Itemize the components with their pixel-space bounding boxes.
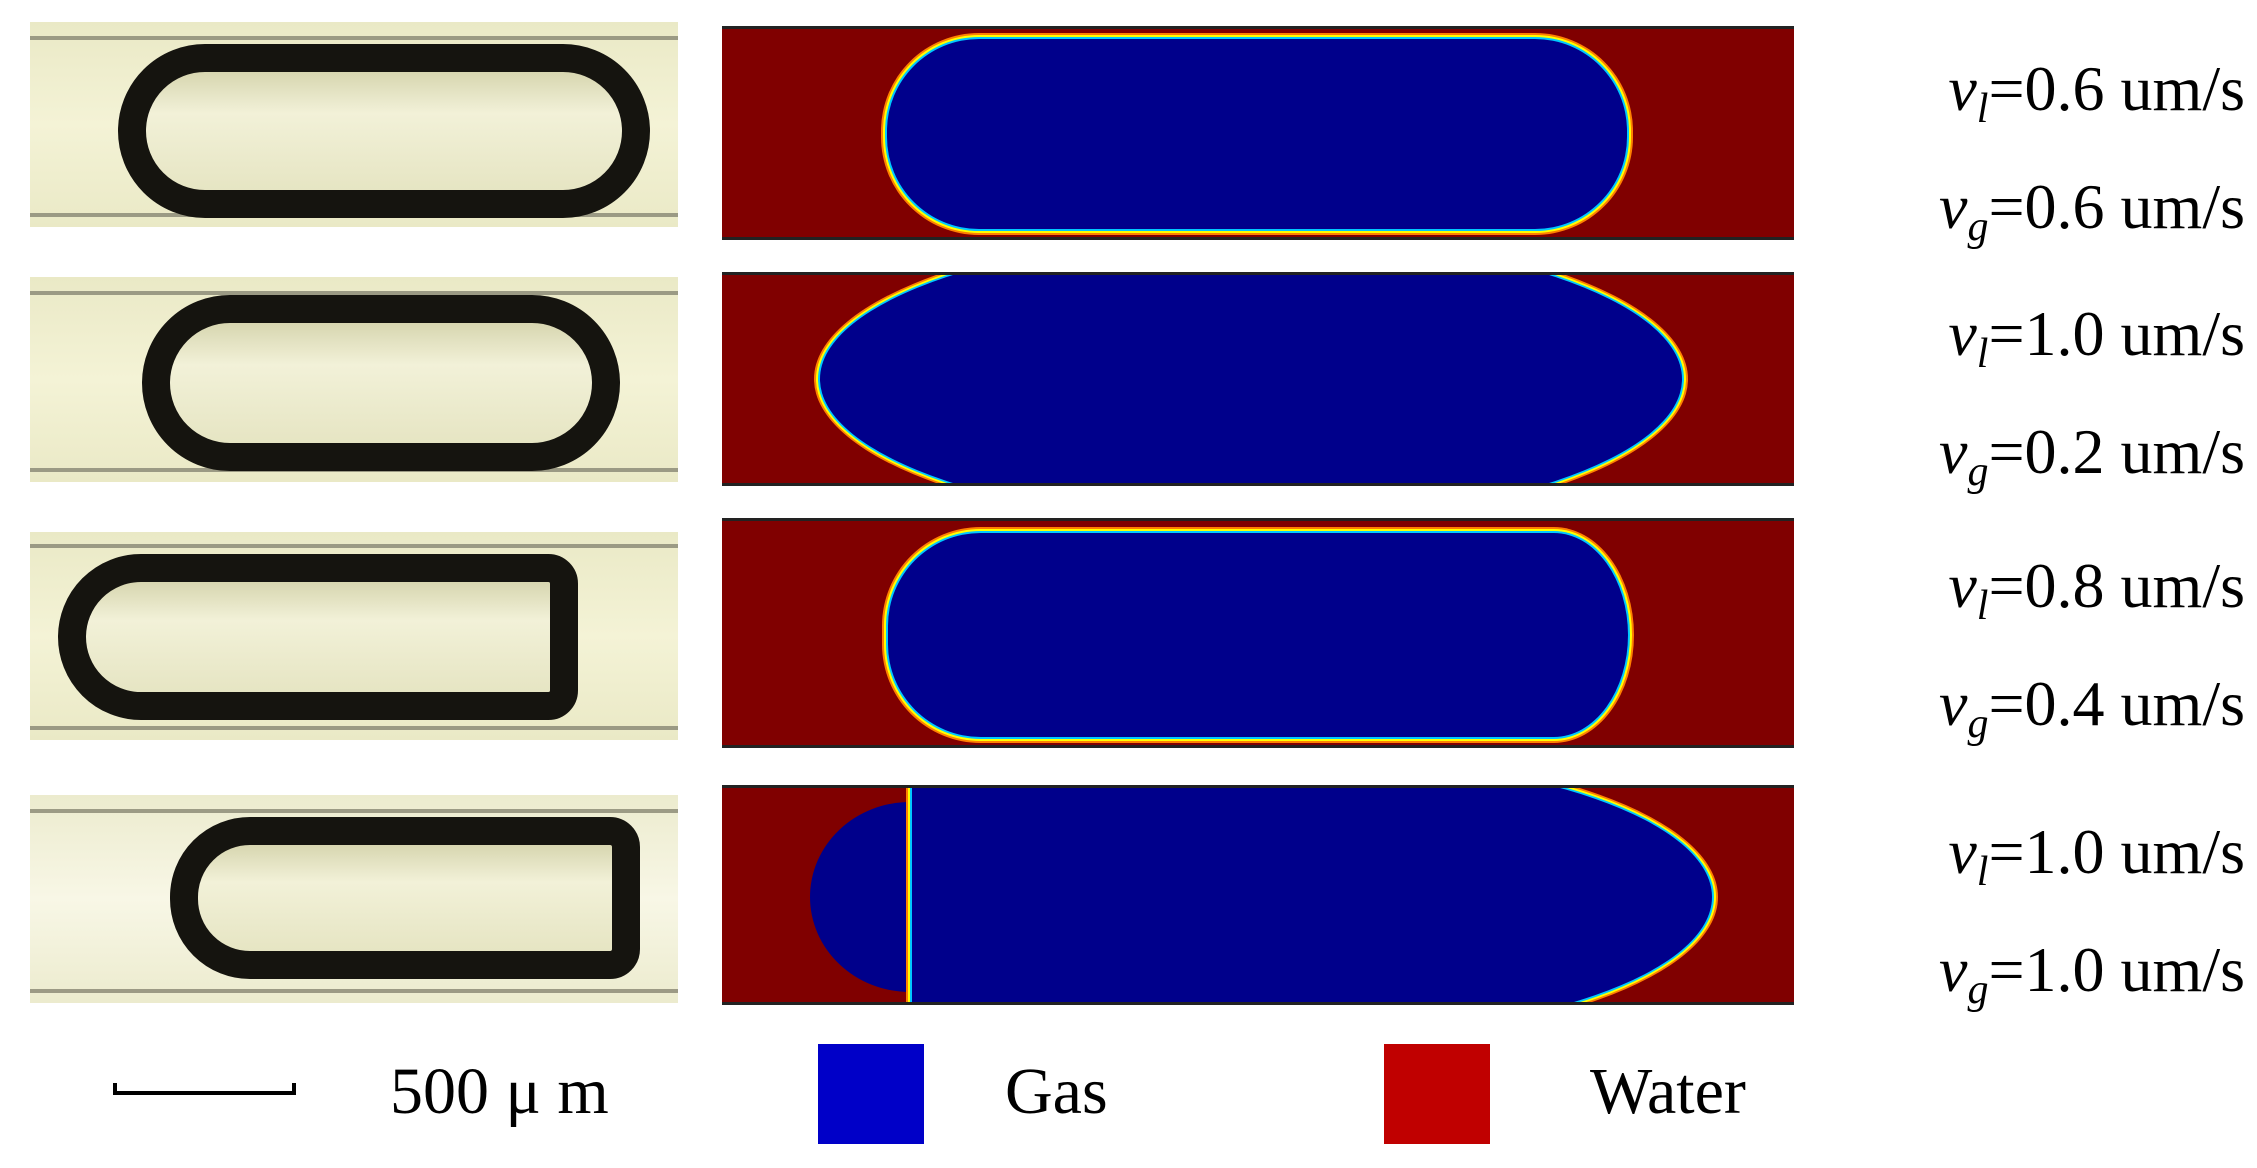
gas-phase — [888, 533, 1628, 737]
simulation-panel-3 — [722, 518, 1794, 748]
scale-label: 500 μ m — [390, 1055, 609, 1128]
water-legend-label: Water — [1590, 1055, 1746, 1128]
simulation-panel-4 — [722, 785, 1794, 1005]
experiment-photo-2 — [30, 277, 678, 482]
gas-velocity: vg=0.6 um/s — [1939, 171, 2245, 250]
liquid-velocity: vl=1.0 um/s — [1948, 816, 2245, 895]
gas-legend-label: Gas — [1005, 1055, 1108, 1128]
velocity-labels-3: vl=0.8 um/s vg=0.4 um/s — [1815, 537, 2245, 773]
simulation-panel-2 — [722, 272, 1794, 486]
gas-velocity: vg=1.0 um/s — [1939, 934, 2245, 1013]
gas-velocity: vg=0.4 um/s — [1939, 668, 2245, 747]
velocity-labels-1: vl=0.6 um/s vg=0.6 um/s — [1815, 40, 2245, 276]
gas-phase — [887, 39, 1627, 229]
velocity-labels-2: vl=1.0 um/s vg=0.2 um/s — [1815, 285, 2245, 521]
experiment-photo-1 — [30, 22, 678, 227]
gas-bubble — [142, 295, 620, 471]
liquid-velocity: vl=1.0 um/s — [1948, 298, 2245, 377]
gas-bubble — [170, 817, 640, 979]
scale-bar — [113, 1083, 296, 1095]
water-swatch — [1384, 1044, 1490, 1144]
velocity-labels-4: vl=1.0 um/s vg=1.0 um/s — [1815, 803, 2245, 1039]
gas-bubble — [118, 44, 650, 218]
liquid-velocity: vl=0.8 um/s — [1948, 550, 2245, 629]
gas-phase — [912, 788, 1712, 1002]
gas-bubble — [58, 554, 578, 720]
gas-phase — [820, 275, 1682, 483]
liquid-velocity: vl=0.6 um/s — [1948, 53, 2245, 132]
gas-swatch — [818, 1044, 924, 1144]
experiment-photo-3 — [30, 532, 678, 740]
experiment-photo-4 — [30, 795, 678, 1003]
simulation-panel-1 — [722, 26, 1794, 240]
gas-velocity: vg=0.2 um/s — [1939, 416, 2245, 495]
